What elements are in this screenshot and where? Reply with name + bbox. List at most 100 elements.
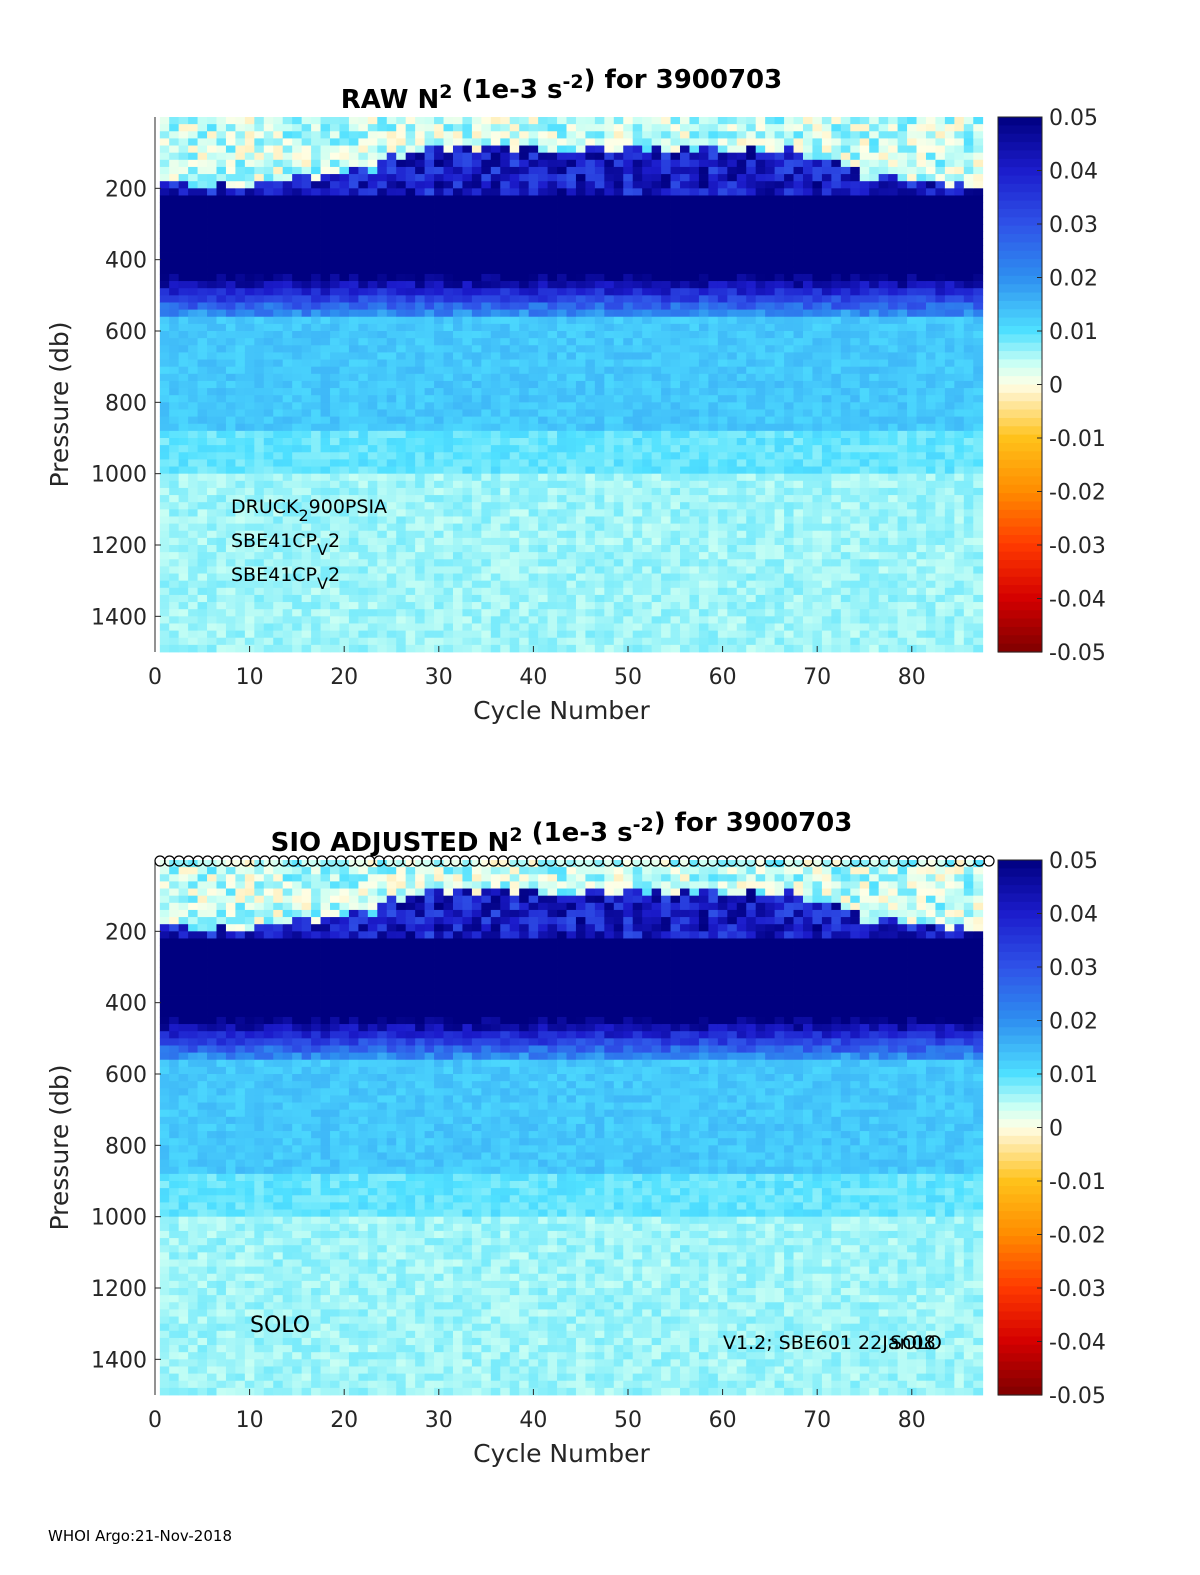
heatmap-cell <box>490 216 501 225</box>
heatmap-cell <box>178 188 189 196</box>
heatmap-cell <box>585 637 596 646</box>
heatmap-cell <box>566 630 577 639</box>
heatmap-cell <box>434 252 444 261</box>
heatmap-cell <box>471 124 482 132</box>
heatmap-cell <box>254 580 265 589</box>
heatmap-cell <box>216 502 227 510</box>
heatmap-cell <box>254 438 265 446</box>
heatmap-cell <box>320 502 331 510</box>
heatmap-cell <box>481 587 492 596</box>
heatmap-cell <box>736 259 747 268</box>
heatmap-cell <box>169 466 180 475</box>
heatmap-cell <box>727 537 738 546</box>
heatmap-cell <box>557 138 567 146</box>
heatmap-cell <box>225 537 236 546</box>
heatmap-cell <box>519 480 530 489</box>
heatmap-cell <box>311 473 321 482</box>
heatmap-cell <box>680 302 690 310</box>
heatmap-cell <box>415 266 425 275</box>
heatmap-cell <box>528 559 539 567</box>
heatmap-cell <box>547 523 558 532</box>
heatmap-cell <box>509 380 520 389</box>
heatmap-cell <box>244 195 255 203</box>
heatmap-cell <box>330 188 340 196</box>
heatmap-cell <box>462 388 473 396</box>
heatmap-cell <box>717 487 728 496</box>
heatmap-cell <box>405 487 416 496</box>
heatmap-cell <box>330 309 340 318</box>
heatmap-cell <box>273 623 284 631</box>
heatmap-cell <box>396 209 407 218</box>
heatmap-cell <box>282 331 293 339</box>
heatmap-cell <box>547 545 558 553</box>
heatmap-cell <box>680 159 690 168</box>
heatmap-cell <box>755 573 766 582</box>
heatmap-cell <box>481 423 492 432</box>
heatmap-cell <box>509 616 520 624</box>
heatmap-cell <box>698 124 709 132</box>
heatmap-cell <box>443 395 454 403</box>
heatmap-cell <box>632 138 643 146</box>
heatmap-cell <box>207 637 217 646</box>
heatmap-cell <box>585 309 596 318</box>
heatmap-cell <box>661 452 671 460</box>
heatmap-cell <box>197 273 208 282</box>
heatmap-cell <box>244 523 255 532</box>
heatmap-cell <box>339 273 350 282</box>
heatmap-cell <box>235 438 246 446</box>
heatmap-cell <box>755 495 766 503</box>
heatmap-cell <box>159 338 170 346</box>
heatmap-cell <box>216 373 227 382</box>
heatmap-cell <box>244 338 255 346</box>
heatmap-cell <box>339 587 350 596</box>
heatmap-cell <box>348 445 359 453</box>
heatmap-cell <box>367 195 378 203</box>
heatmap-cell <box>746 644 757 653</box>
heatmap-cell <box>755 502 766 510</box>
heatmap-cell <box>471 509 482 517</box>
heatmap-cell <box>642 124 653 132</box>
heatmap-cell <box>320 630 331 639</box>
heatmap-cell <box>765 202 776 211</box>
heatmap-cell <box>415 245 425 253</box>
heatmap-cell <box>254 309 265 318</box>
heatmap-cell <box>746 616 757 624</box>
heatmap-cell <box>263 395 274 403</box>
heatmap-cell <box>680 366 690 375</box>
heatmap-cell <box>263 509 274 517</box>
heatmap-cell <box>207 402 217 410</box>
heatmap-cell <box>755 409 766 417</box>
heatmap-cell <box>736 359 747 368</box>
heatmap-cell <box>415 480 425 489</box>
heatmap-cell <box>604 423 615 432</box>
heatmap-cell <box>642 487 653 496</box>
heatmap-cell <box>538 637 548 646</box>
heatmap-cell <box>585 281 596 289</box>
heatmap-cell <box>358 302 369 310</box>
heatmap-cell <box>774 181 785 189</box>
heatmap-cell <box>557 480 567 489</box>
heatmap-cell <box>462 188 473 196</box>
heatmap-cell <box>613 602 624 610</box>
heatmap-cell <box>320 530 331 539</box>
heatmap-cell <box>348 637 359 646</box>
heatmap-cell <box>471 423 482 432</box>
heatmap-cell <box>736 473 747 482</box>
heatmap-cell <box>452 352 463 360</box>
heatmap-cell <box>680 395 690 403</box>
heatmap-cell <box>405 252 416 261</box>
heatmap-cell <box>736 131 747 139</box>
heatmap-cell <box>519 174 530 182</box>
heatmap-cell <box>320 345 331 353</box>
heatmap-cell <box>689 224 700 232</box>
heatmap-cell <box>717 466 728 475</box>
heatmap-cell <box>774 502 785 510</box>
heatmap-cell <box>462 537 473 546</box>
heatmap-cell <box>263 216 274 225</box>
heatmap-cell <box>471 273 482 282</box>
heatmap-cell <box>169 252 180 261</box>
heatmap-cell <box>566 195 577 203</box>
heatmap-cell <box>774 445 785 453</box>
heatmap-cell <box>415 402 425 410</box>
heatmap-cell <box>471 609 482 617</box>
